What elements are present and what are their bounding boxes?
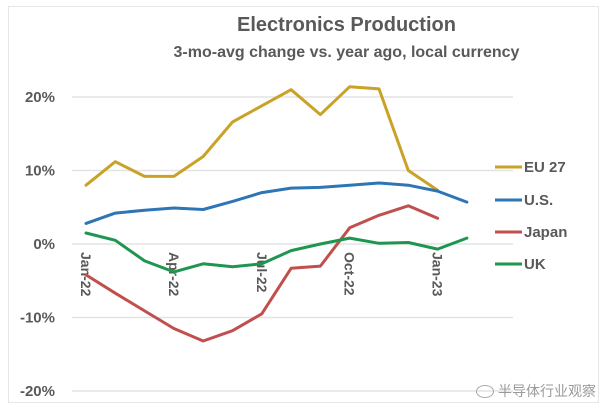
legend: EU 27 U.S. Japan UK	[495, 159, 567, 273]
y-tick-label: -10%	[20, 310, 55, 327]
y-tick-label: -20%	[20, 383, 55, 400]
legend-label: UK	[524, 256, 546, 273]
y-tick-label: 20%	[25, 89, 55, 106]
series-line-eu-27	[84, 85, 440, 192]
chart-title: Electronics Production	[237, 14, 456, 36]
x-axis-ticks: Jan-22 Apr-22 Jul-22 Oct-22 Jan-23	[78, 252, 446, 297]
x-tick-label: Jan-23	[430, 252, 446, 297]
y-axis-ticks: 20% 10% 0% -10% -20%	[20, 89, 55, 400]
gridlines	[72, 96, 513, 392]
legend-label: EU 27	[524, 159, 566, 176]
chart-subtitle: 3-mo-avg change vs. year ago, local curr…	[173, 44, 520, 61]
legend-label: U.S.	[524, 192, 553, 209]
y-tick-label: 0%	[33, 236, 55, 253]
y-tick-label: 10%	[25, 163, 55, 180]
x-tick-label: Jul-22	[254, 252, 270, 293]
x-tick-label: Oct-22	[342, 252, 358, 296]
watermark-text: 半导体行业观察	[498, 383, 596, 399]
chart-frame	[8, 6, 599, 403]
x-tick-label: Apr-22	[166, 252, 182, 297]
series-line-u-s	[84, 181, 469, 225]
series-line-japan	[84, 204, 440, 343]
legend-label: Japan	[524, 224, 567, 241]
watermark: 半导体行业观察	[476, 381, 596, 401]
wechat-icon	[476, 384, 494, 398]
series-line-uk	[84, 231, 469, 274]
series-lines	[84, 85, 469, 343]
